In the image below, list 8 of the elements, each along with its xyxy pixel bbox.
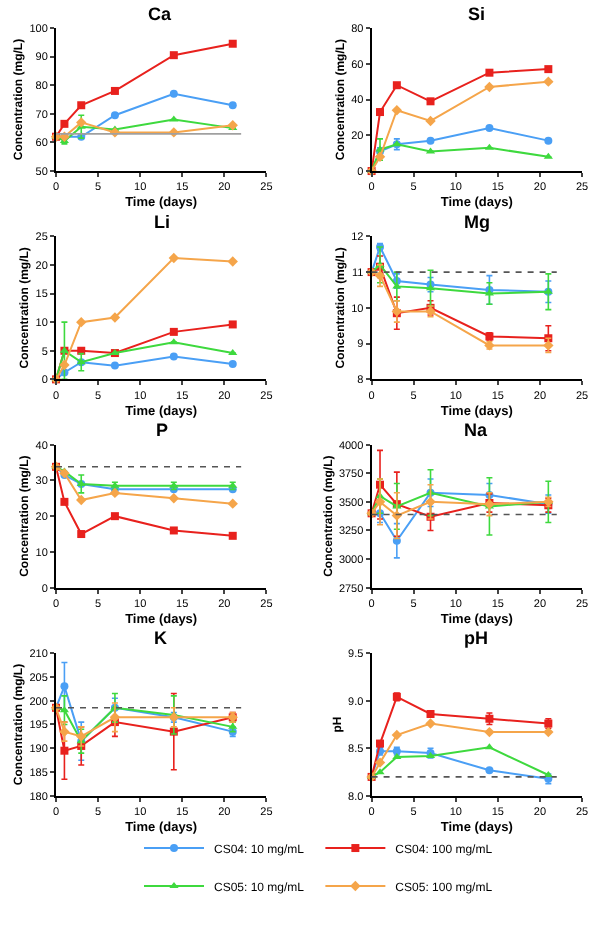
chart-title: Li [154,212,170,232]
chart-title: P [156,420,169,440]
chart-title: Ca [148,4,173,24]
chart-title: K [154,628,168,648]
chart-title: Mg [464,212,490,232]
chart-title: Si [468,4,486,24]
chart-title: Na [464,420,489,440]
chart-title: pH [464,628,488,648]
